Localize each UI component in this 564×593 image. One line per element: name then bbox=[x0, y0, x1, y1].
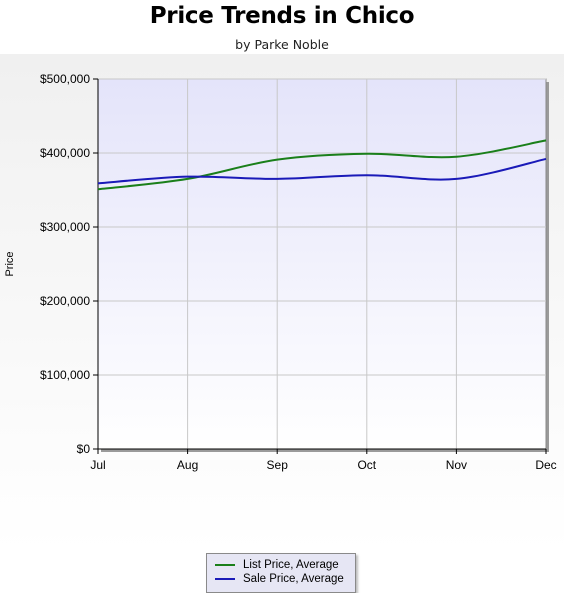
x-tick-label: Oct bbox=[357, 458, 376, 472]
x-tick-label: Sep bbox=[267, 458, 289, 472]
y-tick-label: $100,000 bbox=[40, 368, 90, 382]
chart-legend: List Price, Average Sale Price, Average bbox=[206, 553, 356, 593]
legend-label-sale-price: Sale Price, Average bbox=[243, 573, 344, 585]
x-tick-label: Aug bbox=[177, 458, 198, 472]
chart-area: $0 $100,000 $200,000 $300,000 $400,000 $500,0… bbox=[0, 54, 564, 593]
plot-background bbox=[97, 78, 547, 450]
chart-header: Price Trends in Chico by Parke Noble bbox=[0, 0, 564, 54]
legend-label-list-price: List Price, Average bbox=[243, 559, 339, 571]
y-tick-label: $500,000 bbox=[40, 72, 90, 86]
series-line-sale-price bbox=[97, 157, 547, 185]
y-tick-label: $400,000 bbox=[40, 146, 90, 160]
y-tick-label: $300,000 bbox=[40, 220, 90, 234]
x-tick-label: Dec bbox=[535, 458, 556, 472]
x-tick-label: Jul bbox=[90, 458, 105, 472]
line-chart: $0 $100,000 $200,000 $300,000 $400,000 $500,0… bbox=[4, 72, 557, 472]
legend-swatch-list-price bbox=[215, 564, 235, 566]
series-line-list-price bbox=[97, 139, 547, 191]
legend-item-list-price: List Price, Average bbox=[215, 558, 339, 572]
x-tick-label: Nov bbox=[446, 458, 467, 472]
legend-swatch-sale-price bbox=[215, 578, 235, 580]
y-tick-label: $200,000 bbox=[40, 294, 90, 308]
y-axis-title: Price bbox=[4, 251, 16, 276]
y-tick-label: $0 bbox=[77, 442, 91, 456]
legend-item-sale-price: Sale Price, Average bbox=[215, 572, 344, 586]
chart-title: Price Trends in Chico bbox=[149, 3, 415, 29]
chart-subtitle: by Parke Noble bbox=[235, 37, 329, 52]
